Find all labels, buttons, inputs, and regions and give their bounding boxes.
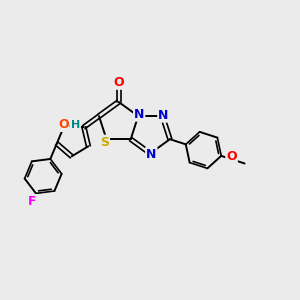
Text: N: N [146,148,157,161]
Text: S: S [100,136,109,148]
Text: F: F [28,195,37,208]
Text: O: O [58,118,69,131]
Text: N: N [134,108,144,121]
Text: H: H [71,120,80,130]
Text: O: O [113,76,124,89]
Text: N: N [158,109,169,122]
Text: O: O [226,150,237,164]
